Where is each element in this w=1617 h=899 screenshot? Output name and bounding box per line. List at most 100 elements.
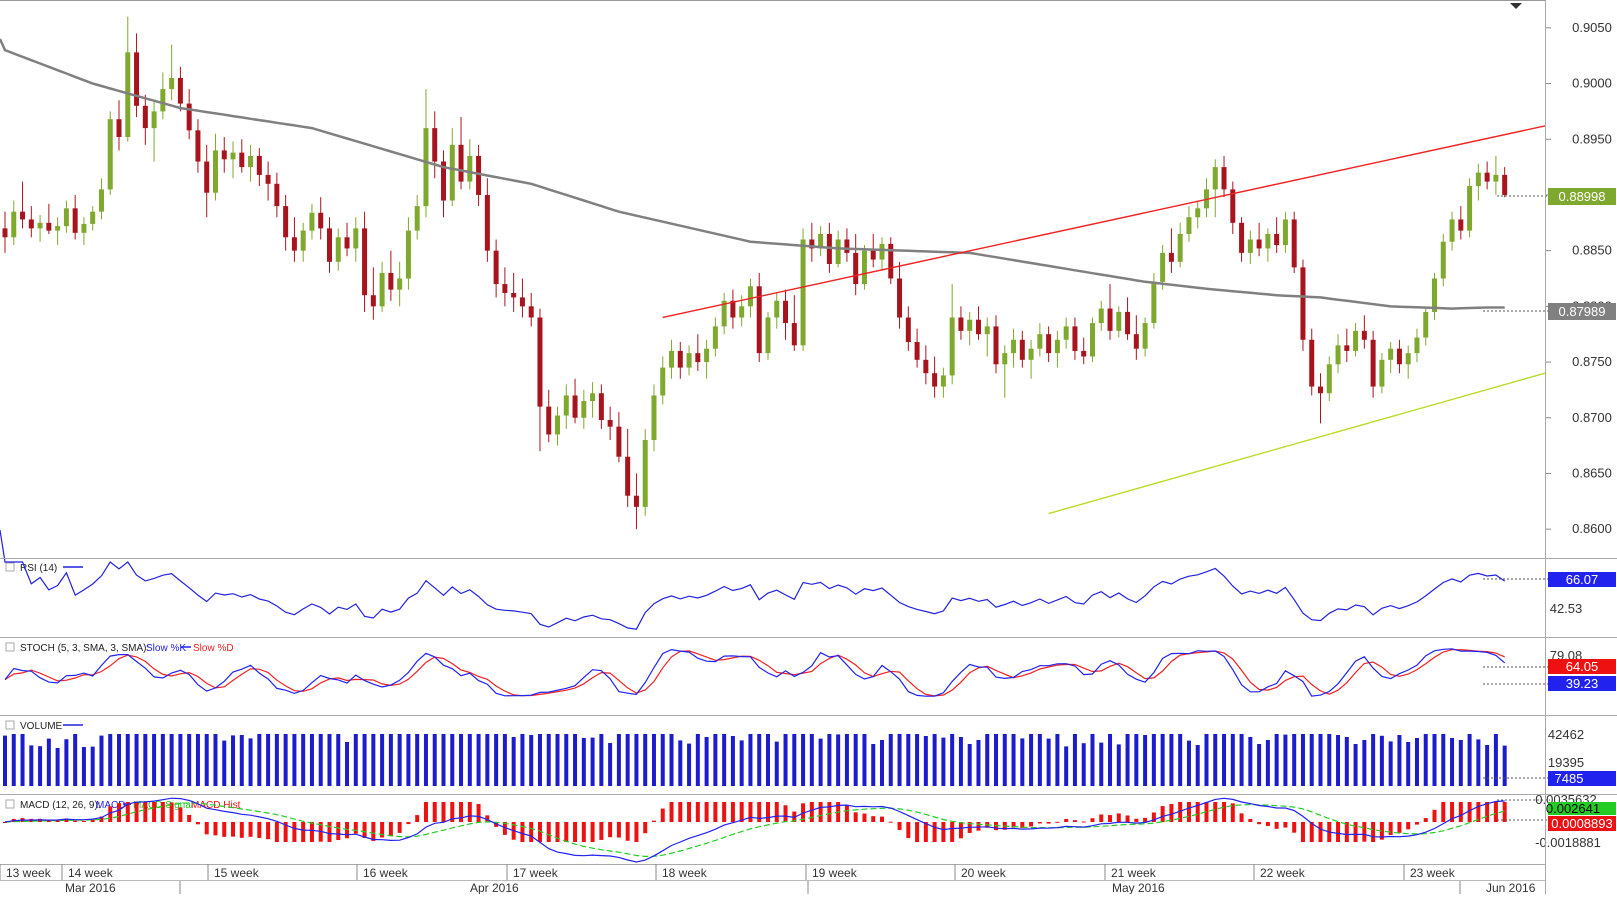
volume-bar [739,740,744,786]
candle [853,233,859,296]
macd-tag [1548,802,1616,815]
panel-close-icon[interactable] [5,562,15,572]
candle [362,211,368,312]
candle-body [1107,308,1113,331]
dropdown-arrow-icon[interactable] [1510,3,1522,9]
candle [265,161,271,201]
candle [1037,323,1043,357]
candle-body [835,239,841,265]
volume-bar [441,734,446,786]
stoch-d-value: 64.05 [1566,659,1599,674]
volume-bar [1239,734,1244,786]
candle-body [818,233,824,249]
candle-body [1379,359,1385,387]
macd-hist-bar [46,820,51,822]
volume-bar [783,734,788,786]
last-price-label: 0.88998 [1559,189,1606,204]
month-label: Jun 2016 [1486,881,1536,894]
volume-bar [713,734,718,786]
candle [1247,230,1253,265]
stoch-k-tag [1548,676,1616,691]
candle-body [1370,339,1376,387]
macd-hist-bar [1476,802,1481,822]
candle-body [1256,239,1262,249]
week-label: 17 week [513,866,559,880]
last-price-tag: 0.88998 [1548,188,1616,205]
candle [1361,315,1367,349]
macd-hist-bar [450,802,455,822]
macd-hist-bar [546,822,551,842]
volume-bar [1406,742,1411,786]
macd-hist-bar [231,822,236,837]
volume-bar [678,740,683,786]
volume-bar [1055,734,1060,786]
candle-body [1309,339,1315,387]
macd-hist-bar [941,822,946,842]
macd-hist-bar [1450,802,1455,822]
candle [248,144,254,182]
volume-bar [1458,740,1463,786]
candle-body [616,426,622,457]
candle [397,261,403,307]
candle [1063,317,1069,349]
volume-bar [730,736,735,786]
macd-hist-bar [783,805,788,822]
macd-hist-bar [520,822,525,842]
candle [370,267,376,320]
candle-body [739,306,745,318]
volume-bars [3,734,1507,786]
volume-bar [1502,745,1507,786]
volume-bar [967,744,972,786]
candle-body [1265,233,1271,249]
macd-hist-bar [1362,822,1367,842]
macd-hist-bar [1204,802,1209,822]
candle-body [449,144,455,201]
candle-body [20,211,26,220]
macd-hist-bar [283,822,288,842]
macd-hist-bar [1222,802,1227,822]
panel-close-icon[interactable] [5,642,15,652]
macd-hist-bar [809,802,814,822]
macd-hist-bar [1414,822,1419,825]
macd-hist-bar [722,802,727,822]
macd-pane: MACD (12, 26, 9): MACD MACD Signal MACD … [3,792,1616,863]
volume-bar [1011,734,1016,786]
candle-body [414,206,420,231]
volume-bar [248,738,253,786]
candle-body [914,341,920,360]
candle-body [1484,172,1490,182]
stoch-d-tag [1548,659,1616,674]
volume-bar [1441,734,1446,786]
candle [1160,245,1166,290]
macd-hist-bar [897,822,902,830]
macd-hist-bar [1099,814,1104,822]
macd-hist-bar [388,822,393,837]
macd-hist-bar [1151,812,1156,822]
volume-bar [932,734,937,786]
candle [765,311,771,360]
candle [1405,345,1411,379]
panel-close-icon[interactable] [5,720,15,730]
candle [695,334,701,371]
candle-body [151,111,157,129]
candle [1370,330,1376,398]
panel-close-icon[interactable] [5,799,15,809]
volume-bar [64,739,69,786]
candle-body [1116,311,1122,331]
macd-hist-bar [55,820,60,822]
candle-body [1475,172,1481,187]
macd-hist-bar [1344,822,1349,842]
macd-hist-bar [1274,822,1279,829]
month-label: May 2016 [1112,881,1165,894]
candle [81,217,87,246]
candle [625,428,631,507]
volume-axis-label-mid: 19395 [1548,755,1584,770]
rsi-line [0,530,1506,630]
candle [458,116,464,190]
macd-hist-bar [239,822,244,838]
volume-bar [897,734,902,786]
volume-bar [1292,734,1297,786]
candle-body [1353,330,1359,351]
volume-bar [748,734,753,786]
candle-body [1326,364,1332,394]
